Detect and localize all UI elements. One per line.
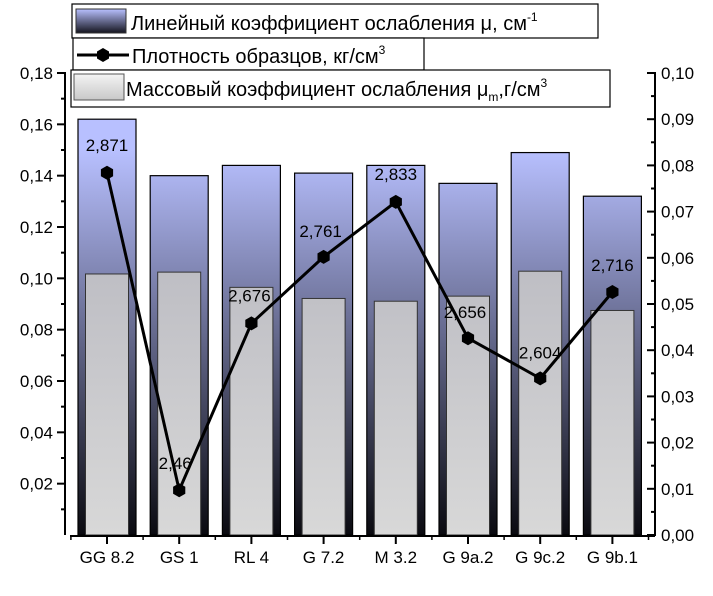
legend-label-mass: Массовый коэффициент ослабления μm,г/см3 — [126, 76, 548, 104]
right-axis-tick-label: 0,09 — [661, 110, 694, 129]
left-axis-tick-label: 0,08 — [20, 321, 53, 340]
density-polyline — [105, 172, 614, 495]
left-y-axis: 0,02 0,04 0,06 0,08 0,10 0,12 0,14 0,16 0,18 — [20, 64, 66, 535]
density-data-label: 2,833 — [375, 165, 418, 184]
density-marker-hexagon-icon — [317, 249, 330, 264]
density-marker-hexagon-icon — [245, 316, 258, 331]
density-marker-hexagon-icon — [461, 331, 475, 346]
x-axis-category-label: G 7.2 — [303, 548, 345, 567]
left-axis-tick-label: 0,06 — [20, 372, 53, 391]
mass-coefficient-bars — [85, 270, 635, 536]
density-marker-hexagon-icon — [173, 483, 186, 498]
right-y-axis: 0,00 0,01 0,02 0,03 0,04 0,05 0,06 0,07 0,08 0,09… — [647, 64, 694, 545]
x-axis-category-label: GG 8.2 — [80, 548, 135, 567]
right-axis-tick-label: 0,05 — [661, 295, 694, 314]
legend-label-density: Плотность образцов, кг/см3 — [132, 43, 386, 68]
right-axis-tick-label: 0,02 — [661, 434, 694, 453]
density-data-label: 2,761 — [299, 222, 342, 241]
mass-bar — [373, 300, 418, 536]
legend-item-mass: Массовый коэффициент ослабления μm,г/см3 — [70, 69, 611, 108]
density-data-label: 2,604 — [519, 343, 562, 362]
mass-bar — [85, 273, 129, 536]
right-axis-tick-label: 0,07 — [661, 203, 694, 222]
density-marker-hexagon-icon — [534, 371, 547, 386]
right-axis-tick-label: 0,01 — [661, 480, 694, 499]
density-marker-hexagon-icon — [100, 165, 114, 180]
right-axis-tick-label: 0,00 — [661, 526, 694, 545]
density-data-label: 2,656 — [444, 303, 487, 322]
legend-swatch-linear — [75, 8, 127, 34]
legend-item-linear: Линейный коэффициент ослабления μ, см-1 — [71, 3, 599, 39]
x-axis-category-label: GS 1 — [160, 548, 199, 567]
left-axis-tick-label: 0,18 — [20, 64, 53, 83]
density-data-label: 2,871 — [86, 136, 129, 155]
right-axis-tick-label: 0,10 — [661, 64, 694, 83]
x-axis-category-label: G 9b.1 — [587, 548, 638, 567]
left-axis-tick-label: 0,12 — [20, 218, 53, 237]
density-marker-hexagon-icon — [606, 285, 619, 299]
x-axis-category-label: RL 4 — [234, 548, 269, 567]
right-axis-tick-label: 0,04 — [661, 341, 694, 360]
legend-swatch-mass — [73, 73, 125, 101]
x-axis-category-label: G 9c.2 — [515, 548, 565, 567]
density-line-series — [100, 165, 619, 498]
left-axis-tick-label: 0,02 — [20, 475, 53, 494]
density-data-label: 2,676 — [228, 286, 271, 305]
left-axis-tick-label: 0,16 — [20, 115, 53, 134]
left-axis-tick-label: 0,14 — [20, 167, 53, 186]
x-axis-category-label: M 3.2 — [375, 548, 418, 567]
left-axis-tick-label: 0,10 — [20, 269, 53, 288]
right-axis-tick-label: 0,03 — [661, 387, 694, 406]
density-data-labels: 2,871 2,46 2,676 2,761 2,833 2,656 2,604 2,716 — [86, 136, 634, 473]
legend: Линейный коэффициент ослабления μ, см-1 … — [70, 3, 611, 108]
density-data-label: 2,46 — [159, 454, 192, 473]
legend-marker-hexagon-icon — [97, 48, 109, 62]
mass-bar — [518, 270, 563, 536]
right-axis-tick-label: 0,08 — [661, 156, 694, 175]
legend-label-linear: Линейный коэффициент ослабления μ, см-1 — [131, 10, 538, 35]
mass-bar — [301, 297, 346, 536]
mass-bar — [590, 309, 635, 536]
density-data-label: 2,716 — [591, 256, 634, 275]
x-axis: GG 8.2 GS 1 RL 4 G 7.2 M 3.2 G 9a.2 G 9c.2 G 9b… — [70, 535, 655, 567]
left-axis-tick-label: 0,04 — [20, 423, 53, 442]
legend-item-density: Плотность образцов, кг/см3 — [72, 37, 425, 71]
right-axis-tick-label: 0,06 — [661, 249, 694, 268]
x-axis-category-label: G 9a.2 — [442, 548, 493, 567]
density-marker-hexagon-icon — [389, 194, 402, 209]
